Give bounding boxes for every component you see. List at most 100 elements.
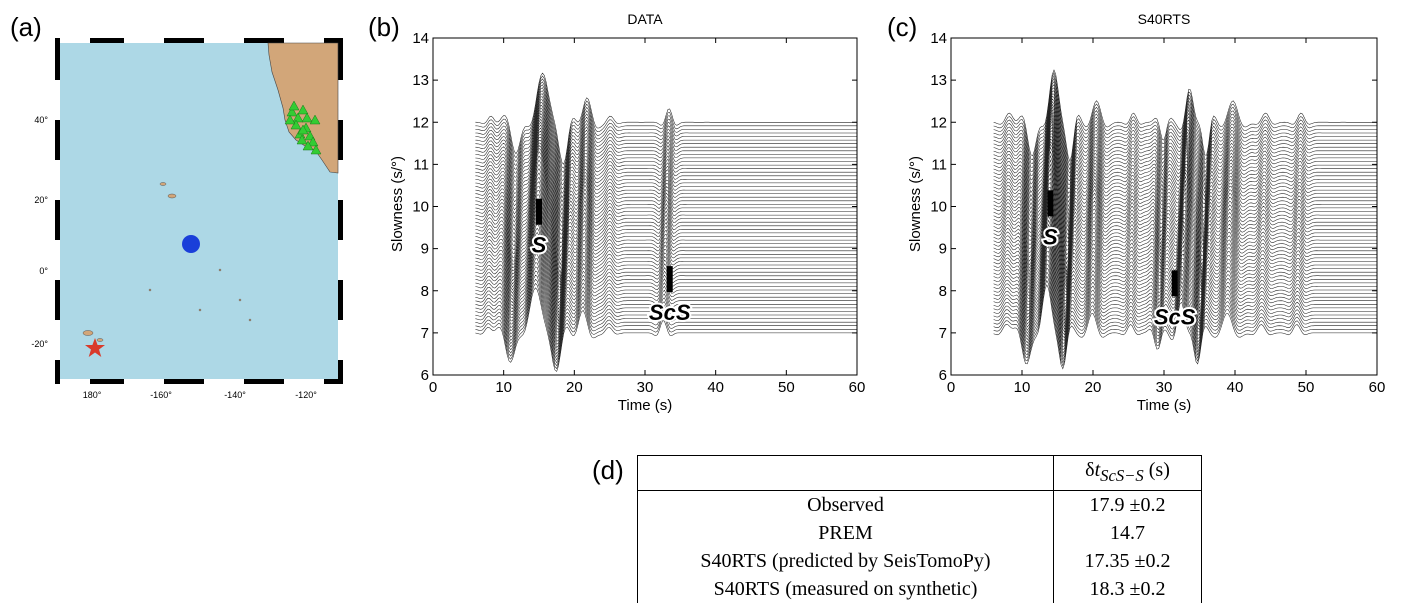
station-triangle-icon — [307, 136, 319, 147]
seismogram-trace — [475, 127, 857, 244]
seismogram-trace — [475, 133, 857, 252]
y-tick-label: 9 — [421, 241, 429, 258]
seismogram-trace — [475, 87, 857, 186]
seismogram-trace — [993, 202, 1377, 312]
table-cell-value: 17.35 ±0.2 — [1053, 547, 1202, 575]
station-triangle-icon — [296, 134, 308, 145]
y-tick-label: 14 — [930, 30, 947, 47]
seismogram-trace — [475, 142, 857, 266]
chart-c-traces — [993, 69, 1377, 370]
x-tick-label: 50 — [1298, 379, 1315, 396]
station-triangle-icon — [284, 114, 296, 125]
seismogram-trace — [475, 75, 857, 169]
chart-c-xlabel: Time (s) — [1137, 397, 1191, 414]
phase-marker-bar — [1171, 270, 1178, 297]
table-cell-label: PREM — [637, 519, 1054, 547]
seismogram-trace — [475, 240, 857, 339]
phase-label: S — [1043, 224, 1058, 249]
seismogram-trace — [475, 107, 857, 216]
panel-label-b: (b) — [368, 12, 400, 42]
seismogram-trace — [993, 246, 1377, 341]
seismogram-trace — [475, 93, 857, 194]
seismogram-trace — [993, 159, 1377, 282]
seismogram-trace — [993, 223, 1377, 328]
y-tick-label: 6 — [939, 367, 947, 384]
x-tick-label: 60 — [849, 379, 866, 396]
seismogram-trace — [475, 130, 857, 248]
table-cell-label: S40RTS (measured on synthetic) — [637, 575, 1054, 603]
seismogram-trace — [475, 181, 857, 297]
seismogram-trace — [475, 155, 857, 280]
seismogram-trace — [993, 251, 1377, 344]
seismogram-trace — [475, 194, 857, 307]
seismogram-trace — [475, 115, 857, 228]
map-lat-tick-neg20: -20° — [31, 339, 48, 349]
seismogram-trace — [475, 227, 857, 330]
y-tick-label: 12 — [412, 114, 429, 131]
panel-label-a: (a) — [10, 12, 42, 42]
seismogram-trace — [993, 123, 1377, 240]
y-tick-label: 8 — [939, 283, 947, 300]
x-tick-label: 20 — [1085, 379, 1102, 396]
seismogram-trace — [475, 278, 857, 367]
chart-b-title: DATA — [627, 11, 663, 27]
y-tick-label: 13 — [412, 72, 429, 89]
x-tick-label: 10 — [1014, 379, 1031, 396]
station-triangle-icon — [292, 112, 304, 123]
seismogram-trace — [475, 262, 857, 355]
seismogram-trace — [993, 163, 1377, 285]
seismogram-trace — [475, 232, 857, 333]
y-tick-label: 13 — [930, 72, 947, 89]
seismogram-trace — [475, 270, 857, 361]
map-lon-tick-120: -120° — [295, 390, 317, 400]
seismogram-trace — [475, 190, 857, 304]
seismogram-trace — [993, 263, 1377, 354]
table-cell-label: S40RTS (predicted by SeisTomoPy) — [637, 547, 1054, 575]
seismogram-trace — [993, 72, 1377, 167]
seismogram-trace — [475, 136, 857, 257]
seismogram-trace — [993, 69, 1377, 163]
seismogram-trace — [993, 211, 1377, 319]
y-tick-label: 7 — [939, 325, 947, 342]
phase-label: ScS — [649, 300, 691, 325]
timing-table: δtScS−S (s) Observed 17.9 ±0.2 PREM 14.7… — [637, 455, 1202, 603]
chart-b-ylabel: Slowness (s/°) — [389, 156, 406, 252]
seismogram-trace — [993, 241, 1377, 339]
seismogram-trace — [993, 195, 1377, 305]
map-lat-tick-20: 20° — [34, 195, 48, 205]
map-border-pattern — [55, 38, 343, 384]
seismogram-trace — [993, 275, 1377, 364]
seismogram-trace — [993, 172, 1377, 291]
seismogram-trace — [475, 253, 857, 349]
seismogram-trace — [475, 112, 857, 224]
seismogram-trace — [993, 146, 1377, 273]
station-triangle-icon — [301, 112, 313, 123]
seismogram-trace — [475, 99, 857, 203]
map-lon-tick-180: 180° — [83, 390, 102, 400]
seismogram-trace — [475, 121, 857, 235]
x-tick-label: 30 — [1156, 379, 1173, 396]
station-triangle-icon — [309, 114, 321, 125]
seismogram-trace — [475, 96, 857, 199]
seismogram-trace — [475, 258, 857, 352]
seismogram-trace — [475, 159, 857, 283]
seismogram-trace — [993, 84, 1377, 182]
seismogram-trace — [475, 274, 857, 364]
seismogram-trace — [475, 145, 857, 270]
y-tick-label: 10 — [930, 199, 947, 216]
seismogram-trace — [475, 244, 857, 342]
station-triangle-icon — [290, 119, 302, 130]
seismogram-trace — [993, 130, 1377, 247]
x-tick-label: 0 — [429, 379, 437, 396]
y-tick-label: 6 — [421, 367, 429, 384]
seismogram-trace — [993, 87, 1377, 185]
table-row: Observed 17.9 ±0.2 — [637, 490, 1202, 519]
seismogram-trace — [993, 133, 1377, 251]
seismogram-trace — [993, 138, 1377, 261]
seismogram-trace — [993, 143, 1377, 269]
table-cell-value: 17.9 ±0.2 — [1053, 490, 1202, 519]
seismogram-trace — [993, 126, 1377, 243]
seismogram-trace — [475, 249, 857, 345]
map-lon-tick-140: -140° — [224, 390, 246, 400]
y-tick-label: 11 — [413, 156, 429, 173]
